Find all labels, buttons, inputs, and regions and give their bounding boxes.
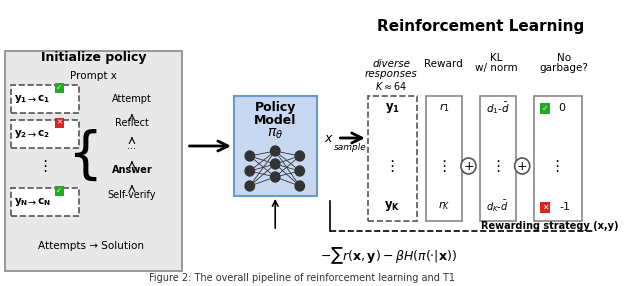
Text: $\rightarrow$: $\rightarrow$: [26, 94, 38, 104]
FancyBboxPatch shape: [426, 96, 462, 221]
Text: $\mathbf{c_N}$: $\mathbf{c_N}$: [36, 196, 50, 208]
Text: diverse: diverse: [372, 59, 410, 69]
Text: $K{\approx}64$: $K{\approx}64$: [375, 80, 407, 92]
FancyBboxPatch shape: [54, 83, 64, 93]
Text: $\mathbf{y_K}$: $\mathbf{y_K}$: [384, 199, 400, 213]
Text: $\mathbf{y_N}$: $\mathbf{y_N}$: [13, 196, 28, 208]
FancyBboxPatch shape: [54, 186, 64, 196]
Text: ✕: ✕: [56, 120, 62, 126]
Text: Rewarding strategy (x,y): Rewarding strategy (x,y): [481, 221, 618, 231]
Text: Figure 2: The overall pipeline of reinforcement learning and T1: Figure 2: The overall pipeline of reinfo…: [148, 273, 454, 283]
FancyBboxPatch shape: [12, 85, 79, 113]
Text: ⋮: ⋮: [38, 158, 53, 174]
Circle shape: [295, 181, 305, 191]
Circle shape: [295, 166, 305, 176]
Text: ✕: ✕: [542, 203, 548, 212]
Text: garbage?: garbage?: [540, 63, 588, 73]
Text: $r_1$: $r_1$: [438, 102, 449, 114]
FancyBboxPatch shape: [540, 202, 550, 213]
Text: Reinforcement Learning: Reinforcement Learning: [377, 19, 584, 33]
Text: responses: responses: [365, 69, 417, 79]
Text: $\rightarrow$: $\rightarrow$: [26, 197, 38, 207]
Text: $\mathbf{y_2}$: $\mathbf{y_2}$: [14, 128, 28, 140]
Text: $r_K$: $r_K$: [438, 200, 450, 212]
Text: 0: 0: [558, 103, 565, 113]
Text: $\mathbf{y_1}$: $\mathbf{y_1}$: [385, 101, 399, 115]
Circle shape: [245, 151, 255, 161]
Text: $\mathbf{c_2}$: $\mathbf{c_2}$: [37, 128, 50, 140]
Text: Policy: Policy: [255, 102, 296, 114]
Text: Self-verify: Self-verify: [108, 190, 156, 200]
Circle shape: [295, 151, 305, 161]
Circle shape: [245, 181, 255, 191]
FancyBboxPatch shape: [534, 96, 582, 221]
Text: ⋮: ⋮: [436, 158, 452, 174]
Text: x: x: [324, 132, 332, 144]
Text: $d_1\text{-}\bar{d}$: $d_1\text{-}\bar{d}$: [486, 100, 509, 116]
Text: ✓: ✓: [56, 85, 62, 91]
Text: $\rightarrow$: $\rightarrow$: [26, 129, 38, 139]
Text: Attempts → Solution: Attempts → Solution: [38, 241, 145, 251]
FancyBboxPatch shape: [54, 118, 64, 128]
Text: Reflect: Reflect: [115, 118, 149, 128]
Text: $d_K\text{-}\bar{d}$: $d_K\text{-}\bar{d}$: [486, 198, 509, 214]
Circle shape: [271, 159, 280, 169]
Text: +: +: [517, 160, 527, 172]
Text: ...: ...: [127, 141, 136, 151]
Text: $\pi_\theta$: $\pi_\theta$: [267, 127, 284, 141]
Text: Reward: Reward: [424, 59, 462, 69]
Text: ⋮: ⋮: [549, 158, 564, 174]
Circle shape: [515, 158, 530, 174]
Text: ✓: ✓: [542, 104, 548, 113]
Text: $\mathbf{y_1}$: $\mathbf{y_1}$: [14, 93, 28, 105]
Circle shape: [271, 146, 280, 156]
FancyBboxPatch shape: [540, 103, 550, 114]
Circle shape: [271, 172, 280, 182]
Text: +: +: [463, 160, 474, 172]
Text: ⋮: ⋮: [490, 158, 506, 174]
Text: -1: -1: [559, 202, 570, 212]
FancyBboxPatch shape: [4, 51, 182, 271]
FancyBboxPatch shape: [234, 96, 317, 196]
Text: Model: Model: [254, 114, 296, 126]
Text: ⋮: ⋮: [385, 158, 400, 174]
Text: Initialize policy: Initialize policy: [40, 51, 146, 65]
Circle shape: [461, 158, 476, 174]
Text: $\mathbf{c_1}$: $\mathbf{c_1}$: [37, 93, 50, 105]
Text: Attempt: Attempt: [112, 94, 152, 104]
Text: KL: KL: [490, 53, 503, 63]
FancyBboxPatch shape: [12, 120, 79, 148]
Text: Answer: Answer: [111, 165, 152, 175]
Text: w/ norm: w/ norm: [476, 63, 518, 73]
Text: Prompt x: Prompt x: [70, 71, 116, 81]
Text: ✓: ✓: [56, 188, 62, 194]
Circle shape: [245, 166, 255, 176]
Text: sample: sample: [334, 144, 367, 152]
Text: No: No: [557, 53, 571, 63]
FancyBboxPatch shape: [12, 188, 79, 216]
Text: $-\sum r(\mathbf{x},\mathbf{y}) - \beta H(\pi(\cdot|\mathbf{x}))$: $-\sum r(\mathbf{x},\mathbf{y}) - \beta …: [321, 246, 458, 266]
FancyBboxPatch shape: [480, 96, 516, 221]
Text: {: {: [67, 129, 102, 183]
